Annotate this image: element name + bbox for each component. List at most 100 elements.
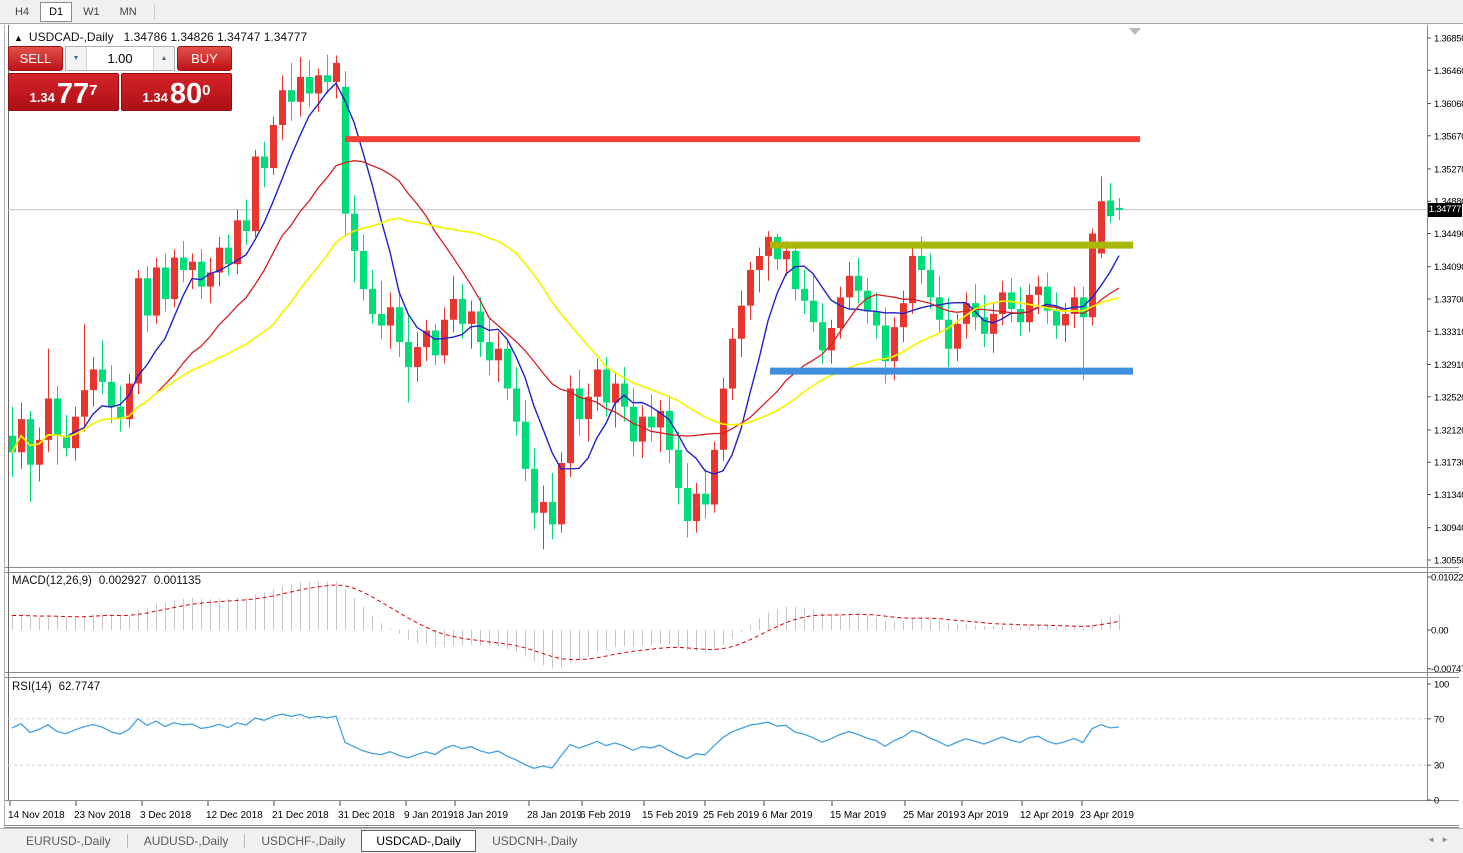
candle xyxy=(495,332,502,382)
one-click-trading-panel: SELL ▼ 1.00 ▲ BUY 1.34 77 7 1.34 80 0 xyxy=(8,46,232,111)
candle xyxy=(810,275,817,333)
candle-body xyxy=(765,236,772,256)
candle xyxy=(414,332,421,382)
volume-decrease-button[interactable]: ▼ xyxy=(66,47,87,70)
tab-audusddaily[interactable]: AUDUSD-,Daily xyxy=(143,834,229,848)
timeframe-button-mn[interactable]: MN xyxy=(119,5,137,18)
collapse-arrow-icon[interactable]: ▲ xyxy=(14,33,23,43)
timeframe-button-w1[interactable]: W1 xyxy=(83,5,100,18)
date-axis-label: 21 Dec 2018 xyxy=(272,810,329,821)
candle xyxy=(270,116,277,175)
candle xyxy=(990,303,997,353)
candle xyxy=(297,57,304,117)
date-axis-label: 18 Jan 2019 xyxy=(453,810,508,821)
candle-body xyxy=(783,250,790,260)
date-axis-label: 23 Apr 2019 xyxy=(1080,810,1134,821)
candle xyxy=(162,253,169,312)
sell-button[interactable]: SELL xyxy=(8,46,63,71)
candle-body xyxy=(108,381,115,407)
candle xyxy=(396,290,403,358)
date-axis[interactable]: 14 Nov 2018 23 Nov 2018 3 Dec 2018 12 Dec 2… xyxy=(8,801,1134,821)
candle-body xyxy=(558,463,565,525)
candle-body xyxy=(1071,297,1078,314)
buy-price-button[interactable]: 1.34 80 0 xyxy=(121,73,232,111)
candle xyxy=(801,270,808,314)
candle xyxy=(351,195,358,283)
tab-scroll-left-icon[interactable]: ◄ xyxy=(1427,835,1442,844)
candle xyxy=(846,261,853,309)
candle-body xyxy=(684,487,691,522)
candle-body xyxy=(423,330,430,348)
candle-body xyxy=(54,398,61,436)
candles-layer xyxy=(9,54,1123,550)
candle xyxy=(54,386,61,465)
price-axis-label: 1.34090 xyxy=(1434,262,1463,273)
tab-usdcnhdaily[interactable]: USDCNH-,Daily xyxy=(492,834,578,848)
candle-body xyxy=(441,319,448,356)
tab-scroll-arrows[interactable]: ◄► xyxy=(1427,835,1455,844)
candle-body xyxy=(45,398,52,440)
candle-body xyxy=(1053,310,1060,326)
macd-scale-label: -0.007477 xyxy=(1431,664,1463,675)
volume-increase-button[interactable]: ▲ xyxy=(153,47,174,70)
date-axis-label: 14 Nov 2018 xyxy=(8,810,65,821)
candle-body xyxy=(99,369,106,382)
buy-button[interactable]: BUY xyxy=(177,46,232,71)
timeframe-button-h4[interactable]: H4 xyxy=(15,5,30,18)
candle-body xyxy=(180,257,187,271)
candle xyxy=(756,247,763,293)
tab-eurusddaily[interactable]: EURUSD-,Daily xyxy=(26,834,111,848)
candle-body xyxy=(351,213,358,251)
candle xyxy=(702,468,709,519)
timeframe-toolbar: H4 D1 W1 MN xyxy=(0,0,1463,24)
candle xyxy=(234,209,241,275)
candle-body xyxy=(657,410,664,428)
candle-body xyxy=(963,303,970,324)
candle-body xyxy=(126,383,133,420)
candle-body xyxy=(675,449,682,488)
candle-body xyxy=(540,502,547,513)
rsi-label: RSI(14) 62.7747 xyxy=(12,681,107,693)
candle xyxy=(450,275,457,333)
chart-shift-icon[interactable] xyxy=(1129,28,1141,35)
tab-usdchfdaily[interactable]: USDCHF-,Daily xyxy=(261,834,346,848)
candle-body xyxy=(936,297,943,320)
candle-body xyxy=(468,311,475,324)
candle xyxy=(540,485,547,550)
candle xyxy=(639,405,646,459)
macd-scale-label: 0.010229 xyxy=(1431,572,1463,583)
candle-body xyxy=(297,76,304,102)
candle xyxy=(306,60,313,107)
date-axis-label: 28 Jan 2019 xyxy=(527,810,582,821)
candle-body xyxy=(234,220,241,265)
date-axis-label: 12 Apr 2019 xyxy=(1020,810,1074,821)
candle-body xyxy=(945,319,952,349)
price-axis-label: 1.35270 xyxy=(1434,164,1463,175)
volume-input[interactable]: 1.00 xyxy=(87,47,153,70)
candle-body xyxy=(450,299,457,320)
tab-usdcaddaily[interactable]: USDCAD-,Daily xyxy=(361,830,477,852)
candle-body xyxy=(828,328,835,351)
date-axis-label: 6 Mar 2019 xyxy=(762,810,813,821)
candle-body xyxy=(738,305,745,339)
date-axis-label: 6 Feb 2019 xyxy=(580,810,631,821)
date-axis-label: 31 Dec 2018 xyxy=(338,810,395,821)
date-axis-label: 12 Dec 2018 xyxy=(206,810,263,821)
candle xyxy=(792,245,799,301)
sell-price-button[interactable]: 1.34 77 7 xyxy=(8,73,119,111)
candle-body xyxy=(81,390,88,417)
date-axis-label: 25 Mar 2019 xyxy=(903,810,960,821)
candle-body xyxy=(198,261,205,287)
timeframe-button-d1[interactable]: D1 xyxy=(40,1,73,22)
rsi-name: RSI(14) xyxy=(12,681,52,693)
candle-body xyxy=(243,220,250,232)
candle-body xyxy=(387,307,394,326)
sell-price-main: 77 xyxy=(56,78,90,110)
candle xyxy=(513,366,520,436)
candle-body xyxy=(720,388,727,450)
candle-body xyxy=(1107,200,1114,217)
candle-body xyxy=(576,388,583,420)
tab-scroll-right-icon[interactable]: ► xyxy=(1441,835,1455,844)
